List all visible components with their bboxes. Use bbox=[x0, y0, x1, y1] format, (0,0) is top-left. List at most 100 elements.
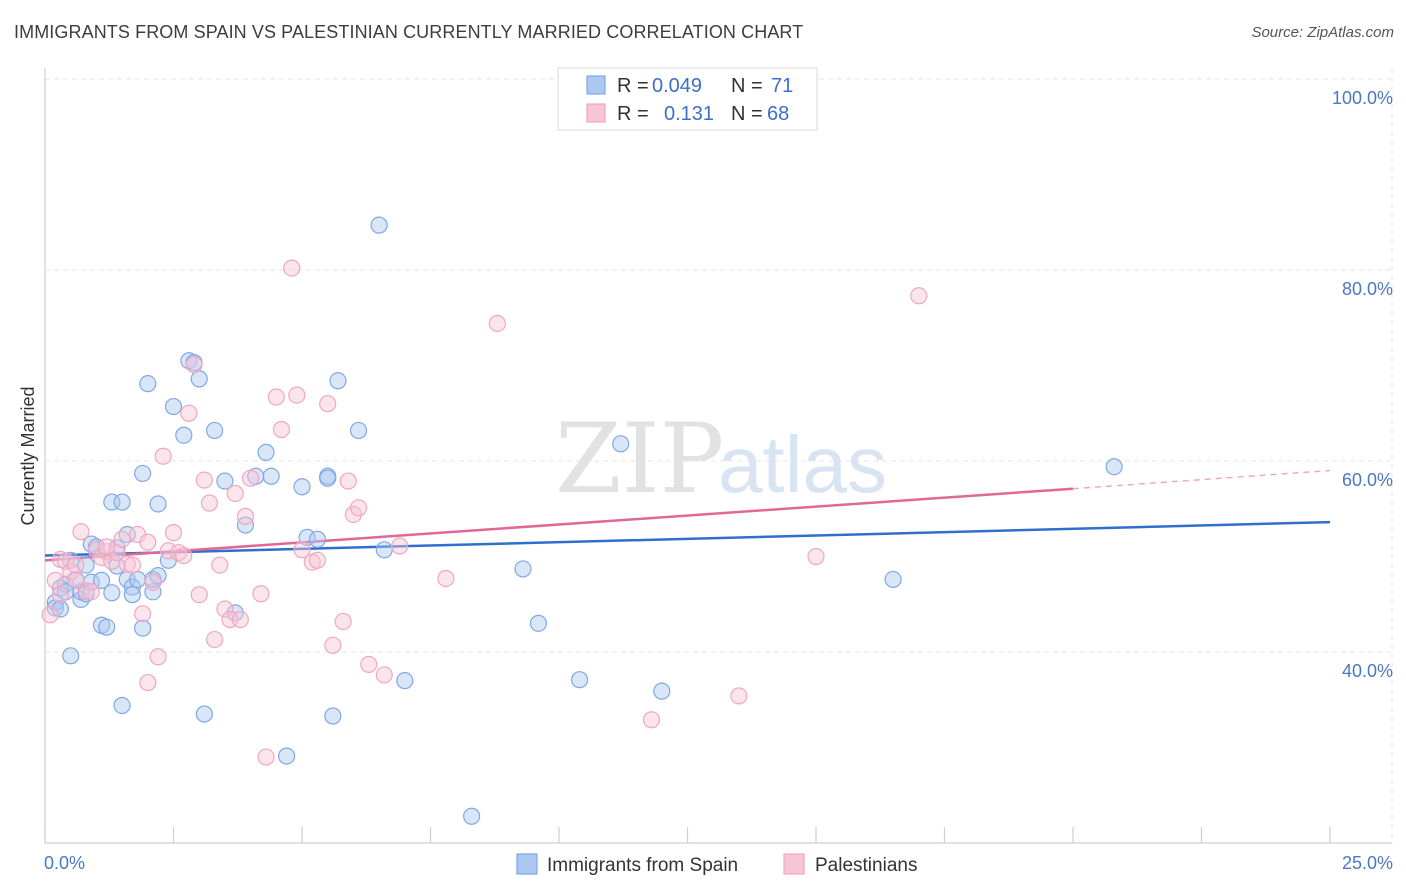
point-palestinian bbox=[334, 612, 352, 631]
point-palestinian bbox=[319, 395, 337, 413]
point-spain bbox=[190, 370, 208, 388]
point-spain bbox=[98, 618, 116, 636]
point-palestinian bbox=[807, 547, 825, 566]
point-palestinian bbox=[82, 583, 100, 601]
point-palestinian bbox=[113, 530, 131, 548]
y-tick-label: 80.0% bbox=[1342, 279, 1393, 299]
watermark-atlas: atlas bbox=[718, 420, 887, 509]
point-palestinian bbox=[190, 586, 208, 604]
chart-title: IMMIGRANTS FROM SPAIN VS PALESTINIAN CUR… bbox=[14, 22, 804, 42]
point-spain bbox=[570, 671, 589, 689]
point-spain bbox=[144, 583, 162, 601]
point-palestinian bbox=[149, 648, 167, 666]
point-palestinian bbox=[72, 523, 90, 541]
y-tick-label: 60.0% bbox=[1342, 470, 1393, 490]
point-palestinian bbox=[283, 259, 301, 277]
point-spain bbox=[324, 707, 342, 725]
point-palestinian bbox=[257, 748, 275, 766]
point-palestinian bbox=[288, 386, 306, 404]
point-spain bbox=[175, 426, 193, 444]
point-palestinian bbox=[226, 484, 244, 503]
trend-line-palestinians bbox=[44, 487, 1074, 562]
point-spain bbox=[329, 372, 347, 390]
grid-lines bbox=[45, 68, 1393, 843]
y-axis-label: Currently Married bbox=[18, 386, 38, 525]
legend-r-label-2: R = bbox=[617, 103, 649, 125]
trend-lines bbox=[44, 469, 1331, 562]
point-spain bbox=[1105, 458, 1123, 476]
point-palestinian bbox=[98, 538, 116, 556]
trend-line-palestinians-dashed bbox=[1072, 469, 1331, 490]
point-spain bbox=[149, 495, 167, 513]
point-palestinian bbox=[488, 314, 506, 333]
point-spain bbox=[134, 464, 152, 483]
point-palestinian bbox=[231, 610, 249, 629]
point-palestinian bbox=[77, 582, 95, 600]
point-palestinian bbox=[139, 673, 157, 692]
point-spain bbox=[51, 600, 70, 618]
point-palestinian bbox=[375, 666, 393, 684]
legend-swatch-palestinians bbox=[586, 103, 606, 123]
point-spain bbox=[103, 584, 121, 602]
point-spain bbox=[308, 530, 327, 548]
legend-n-value-1: 71 bbox=[771, 75, 793, 97]
point-spain bbox=[216, 472, 234, 490]
point-palestinian bbox=[41, 606, 59, 624]
point-palestinian bbox=[339, 472, 357, 490]
legend-r-value-2: 0.131 bbox=[664, 103, 714, 125]
point-palestinian bbox=[134, 605, 152, 623]
point-spain bbox=[164, 397, 183, 416]
point-palestinian bbox=[349, 499, 368, 517]
axes bbox=[44, 68, 1392, 844]
point-palestinian bbox=[180, 404, 198, 422]
point-spain bbox=[396, 672, 414, 690]
point-spain bbox=[375, 541, 393, 559]
x-tick-labels: 0.0% 25.0% bbox=[44, 853, 1393, 873]
point-palestinian bbox=[236, 507, 255, 525]
point-palestinian bbox=[910, 287, 928, 305]
point-spain bbox=[349, 421, 368, 440]
point-spain bbox=[206, 421, 224, 440]
point-spain bbox=[884, 570, 902, 589]
point-palestinian bbox=[46, 571, 64, 589]
legend-swatch-spain bbox=[586, 75, 606, 95]
point-spain bbox=[293, 478, 311, 496]
legend-r-label-1: R = bbox=[617, 75, 649, 97]
point-palestinian bbox=[642, 711, 661, 729]
point-palestinian bbox=[324, 636, 342, 654]
point-spain bbox=[113, 493, 131, 511]
chart-source: Source: ZipAtlas.com bbox=[1251, 24, 1394, 41]
point-palestinian bbox=[437, 569, 455, 588]
legend-n-label-1: N = bbox=[731, 75, 763, 97]
point-palestinian bbox=[730, 687, 748, 705]
point-palestinian bbox=[252, 585, 270, 603]
point-spain bbox=[139, 375, 157, 393]
point-palestinian bbox=[195, 471, 213, 489]
legend-top: R = 0.049 N = 71 R = 0.131 N = 68 bbox=[557, 67, 818, 131]
point-palestinian bbox=[123, 556, 141, 574]
point-spain bbox=[463, 807, 481, 825]
point-spain bbox=[319, 469, 337, 487]
point-spain bbox=[195, 705, 213, 723]
point-palestinian bbox=[164, 524, 183, 542]
point-spain bbox=[123, 586, 141, 604]
point-palestinian bbox=[272, 420, 291, 439]
x-tick-label: 0.0% bbox=[44, 853, 85, 873]
bottom-legend-spain: Immigrants from Spain bbox=[547, 855, 738, 876]
bottom-legend-palestinians: Palestinians bbox=[815, 855, 917, 876]
legend-bottom: Immigrants from Spain Palestinians bbox=[516, 853, 917, 876]
point-spain bbox=[128, 570, 147, 589]
point-spain bbox=[134, 619, 152, 637]
point-palestinian bbox=[159, 542, 177, 560]
legend-r-value-1: 0.049 bbox=[652, 75, 702, 97]
point-palestinian bbox=[170, 544, 188, 562]
point-palestinian bbox=[67, 571, 85, 589]
point-spain bbox=[62, 647, 80, 665]
point-spain bbox=[92, 571, 111, 589]
point-palestinian bbox=[293, 541, 311, 559]
point-palestinian bbox=[139, 533, 157, 551]
point-palestinian bbox=[200, 494, 219, 512]
y-tick-label: 100.0% bbox=[1332, 88, 1393, 108]
point-palestinian bbox=[206, 630, 224, 649]
